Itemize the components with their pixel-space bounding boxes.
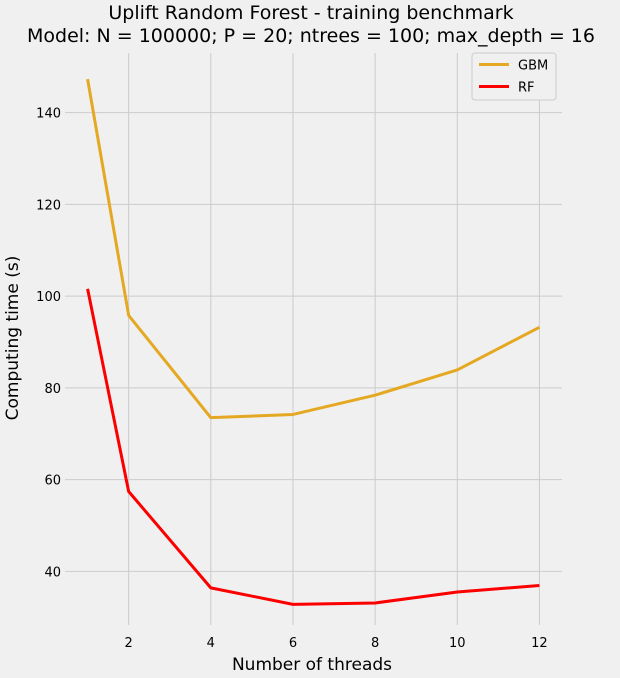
y-tick-label: 120 bbox=[36, 198, 61, 213]
x-tick-label: 6 bbox=[289, 636, 297, 651]
x-tick-label: 12 bbox=[531, 636, 548, 651]
y-tick-label: 100 bbox=[36, 290, 61, 305]
chart-subtitle: Model: N = 100000; P = 20; ntrees = 100;… bbox=[27, 25, 595, 47]
y-tick-label: 40 bbox=[44, 565, 61, 580]
x-tick-label: 4 bbox=[207, 636, 215, 651]
x-tick-label: 8 bbox=[371, 636, 379, 651]
legend-label-gbm: GBM bbox=[518, 59, 548, 74]
x-tick-label: 10 bbox=[449, 636, 466, 651]
grid bbox=[65, 53, 562, 625]
y-tick-label: 60 bbox=[44, 474, 61, 489]
legend-label-rf: RF bbox=[518, 81, 535, 96]
chart-title: Uplift Random Forest - training benchmar… bbox=[108, 2, 513, 24]
x-tick-label: 2 bbox=[125, 636, 133, 651]
tick-labels: 2 4 6 8 10 12 40 60 80 100 120 140 bbox=[36, 107, 548, 651]
series-lines bbox=[86, 78, 541, 606]
x-axis-label: Number of threads bbox=[232, 655, 392, 675]
y-tick-label: 80 bbox=[44, 382, 61, 397]
legend: GBM RF bbox=[471, 52, 557, 101]
y-tick-label: 140 bbox=[36, 107, 61, 122]
y-axis-label: Computing time (s) bbox=[3, 256, 23, 421]
series-line-rf bbox=[86, 288, 540, 606]
series-line-gbm bbox=[86, 78, 541, 420]
